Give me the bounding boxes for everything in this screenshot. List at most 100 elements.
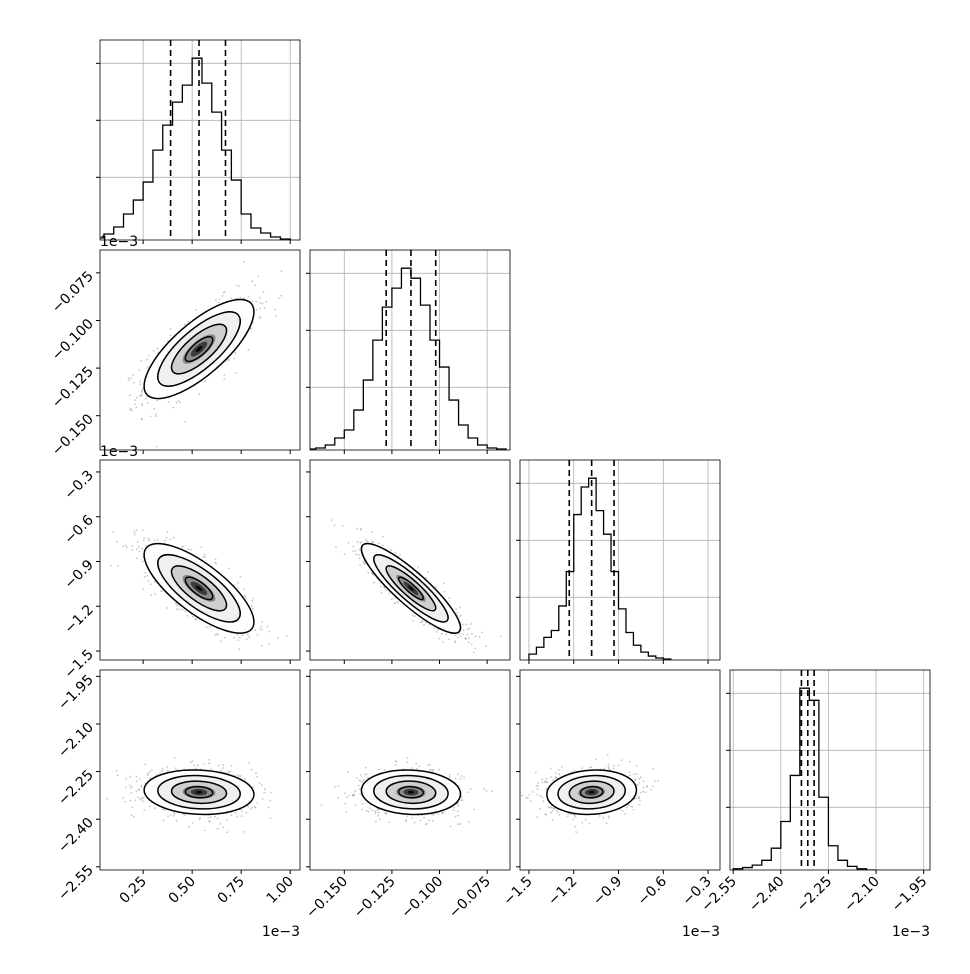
scatter-point [168,401,170,403]
scatter-point [427,571,429,573]
scatter-panel-3-2 [519,670,721,870]
scatter-point [356,541,358,543]
scatter-point [375,813,377,815]
scatter-point [422,620,424,622]
scatter-point [277,637,279,639]
scatter-point [179,401,181,403]
scatter-point [255,629,257,631]
scatter-point [359,564,361,566]
scatter-point [581,767,583,769]
scatter-point [166,537,168,539]
scatter-point [173,537,175,539]
scatter-point [268,631,270,633]
scatter-point [423,817,425,819]
scatter-point [142,529,144,531]
scatter-point [467,629,469,631]
scatter-point [344,553,346,555]
scatter-point [244,831,246,833]
scatter-point [462,799,464,801]
scatter-point [384,769,386,771]
scatter-point [220,823,222,825]
scatter-point [167,770,169,772]
scatter-point [463,777,465,779]
scatter-point [262,303,264,305]
scatter-point [270,800,272,802]
scatter-point [116,770,118,772]
scatter-point [154,593,156,595]
scatter-point [438,638,440,640]
scatter-point [129,409,131,411]
scatter-point [385,589,387,591]
scatter-point [263,291,265,293]
scatter-point [628,804,630,806]
scatter-point [417,566,419,568]
scatter-point [377,809,379,811]
scatter-point [147,773,149,775]
scatter-point [134,403,136,405]
scatter-point [366,810,368,812]
scatter-point [227,819,229,821]
scatter-point [150,583,152,585]
scatter-point [259,628,261,630]
scatter-point [126,547,128,549]
scatter-point [129,394,131,396]
scatter-point [143,540,145,542]
scatter-point [467,634,469,636]
scatter-point [191,549,193,551]
scatter-point [552,779,554,781]
scatter-point [192,822,194,824]
histogram-panel-3 [726,670,930,870]
scatter-point [208,762,210,764]
scatter-point [220,769,222,771]
scatter-point [184,421,186,423]
scatter-point [154,540,156,542]
scatter-point [244,595,246,597]
scatter-point [223,378,225,380]
scatter-point [381,592,383,594]
scatter-point [481,632,483,634]
scatter-point [128,379,130,381]
scatter-point [359,557,361,559]
scatter-point [432,770,434,772]
scatter-point [411,767,413,769]
scatter-point [396,761,398,763]
scatter-point [176,608,178,610]
scatter-point [110,565,112,567]
scatter-point [157,348,159,350]
scatter-point [365,767,367,769]
scatter-point [210,768,212,770]
scatter-point [368,811,370,813]
scatter-point [382,544,384,546]
scatter-point [567,815,569,817]
scatter-point [164,540,166,542]
scatter-point [550,768,552,770]
scatter-point [226,831,228,833]
scatter-point [348,542,350,544]
scatter-point [195,618,197,620]
scatter-point [173,815,175,817]
scatter-point [141,391,143,393]
scatter-point [347,771,349,773]
scatter-point [338,785,340,787]
scatter-point [136,791,138,793]
scatter-point [224,374,226,376]
scatter-point [236,816,238,818]
scatter-point [429,769,431,771]
scatter-panel-3-0 [100,670,300,870]
scatter-point [556,809,558,811]
scatter-point [358,554,360,556]
scatter-point [132,374,134,376]
scatter-point [237,588,239,590]
scatter-point [259,308,261,310]
scatter-point [399,554,401,556]
scatter-point [137,541,139,543]
scatter-point [388,593,390,595]
scatter-point [485,645,487,647]
scatter-point [242,634,244,636]
scatter-point [474,648,476,650]
scatter-point [220,640,222,642]
scatter-point [545,813,547,815]
scatter-point [335,546,337,548]
scatter-point [134,399,136,401]
